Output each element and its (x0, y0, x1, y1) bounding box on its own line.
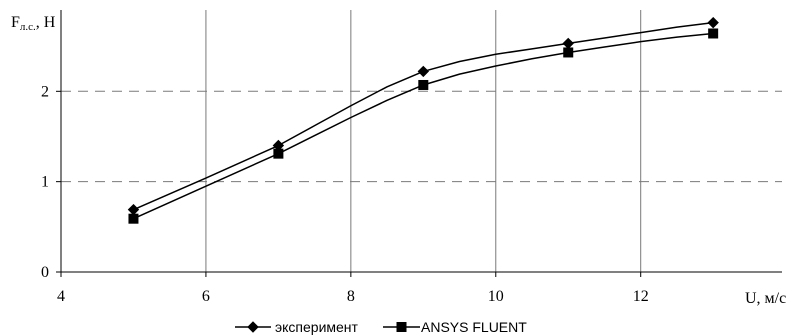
series-1-point-1 (273, 148, 284, 159)
legend-label-0: эксперимент (275, 319, 359, 335)
series-line-0 (133, 21, 714, 211)
series-line-1 (133, 32, 714, 220)
x-axis-label: U, м/с (745, 290, 786, 307)
x-tick-label-10: 10 (488, 288, 504, 305)
series-layer (127, 16, 719, 224)
series-0-point-3 (562, 37, 574, 50)
y-tick-label-1: 1 (41, 174, 49, 191)
series-0-point-2 (417, 65, 430, 78)
y-axis-label: Fл.с., Н (11, 14, 56, 33)
y-tick-label-0: 0 (41, 264, 49, 281)
x-tick-label-6: 6 (202, 288, 210, 305)
grid-layer (61, 10, 782, 272)
y-tick-label-2: 2 (41, 83, 49, 100)
series-1-point-0 (128, 213, 139, 224)
legend-marker-0 (247, 321, 259, 333)
y-axis-label-main: F (11, 14, 20, 31)
x-tick-label-8: 8 (347, 288, 355, 305)
y-axis-label-subscript: л.с. (20, 21, 36, 33)
series-1-point-4 (708, 28, 719, 39)
legend: эксперимент ANSYS FLUENT (235, 319, 527, 335)
y-axis-label-unit: , Н (36, 14, 56, 31)
series-0-point-4 (707, 16, 719, 29)
legend-label-1: ANSYS FLUENT (421, 319, 527, 335)
series-0-point-0 (127, 203, 140, 216)
legend-marker-1 (396, 322, 407, 332)
x-tick-label-4: 4 (57, 288, 65, 305)
series-1-point-2 (418, 79, 429, 90)
series-1-point-3 (563, 47, 574, 58)
axes-layer (56, 10, 782, 277)
x-tick-label-12: 12 (633, 288, 649, 305)
